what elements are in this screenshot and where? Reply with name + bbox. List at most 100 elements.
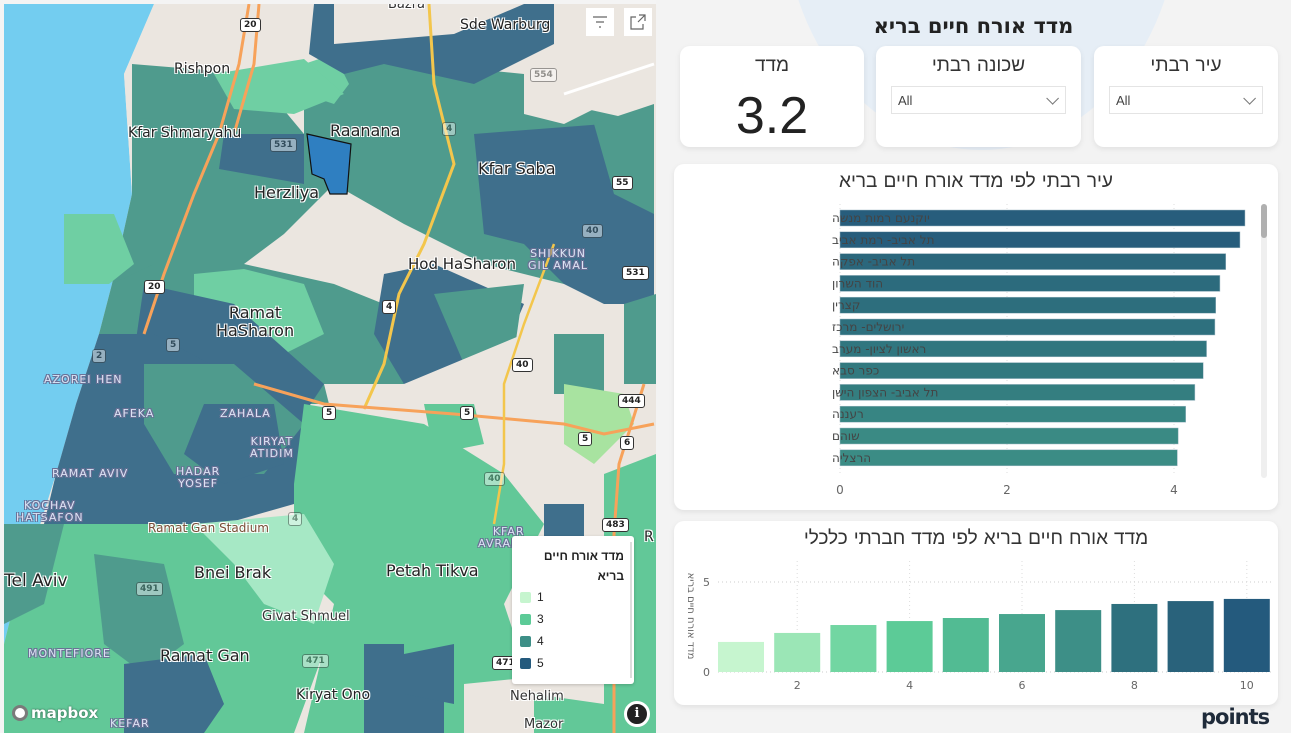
region-level-3[interactable] xyxy=(294,404,544,614)
legend-item[interactable]: 3 xyxy=(520,608,626,630)
selected-region[interactable] xyxy=(306,133,352,195)
map-label-ramat-aviv: RAMAT AVIV xyxy=(52,467,129,480)
road-shield: 444 xyxy=(618,394,645,408)
map-label-sde-warburg: Sde Warburg xyxy=(460,17,551,33)
road-shield: 6 xyxy=(620,436,635,450)
road-shield: 471 xyxy=(302,654,329,668)
bar xyxy=(1055,610,1102,672)
bar xyxy=(839,253,1227,270)
legend-item[interactable]: 1 xyxy=(520,586,626,608)
map-label-kochav-hatsafon: KOCHAV HATSAFON xyxy=(16,499,84,525)
region-level-4[interactable] xyxy=(112,64,334,284)
legend-swatch xyxy=(520,613,531,625)
bar xyxy=(839,318,1216,336)
category-label: שוהם xyxy=(832,429,860,443)
neighborhood-dropdown[interactable]: All xyxy=(891,86,1066,114)
bar xyxy=(1111,603,1158,672)
category-label: תל אביב- אפקה xyxy=(832,255,915,269)
map-label-montefiore: MONTEFIORE xyxy=(28,647,111,660)
category-label: כפר סבא xyxy=(832,364,879,378)
city-dropdown[interactable]: All xyxy=(1109,86,1263,114)
road-shield: 40 xyxy=(582,224,603,238)
road-shield: 531 xyxy=(622,266,649,280)
road-shield: 55 xyxy=(612,176,633,190)
road-shield: 554 xyxy=(530,68,557,82)
legend-item-label: 4 xyxy=(537,634,544,648)
x-tick-label: 4 xyxy=(1170,483,1178,497)
socio-chart-title: מדד אורח חיים בריא לפי מדד חברתי כלכלי xyxy=(803,527,1149,549)
map-label-ramat-gan: Ramat Gan xyxy=(160,646,250,665)
map-label-shikkun-gil-amal: SHIKKUN GIL AMAL xyxy=(528,247,589,273)
map-label-mazor: Mazor xyxy=(524,717,564,732)
chevron-down-icon xyxy=(1046,91,1059,105)
mapbox-icon xyxy=(12,705,28,721)
road-shield: 491 xyxy=(136,582,163,596)
category-label: ראשון לציון- מערב xyxy=(832,342,926,356)
road-shield: 4 xyxy=(382,300,397,314)
bar xyxy=(718,641,764,672)
neighborhood-dropdown-value: All xyxy=(898,92,913,108)
map-label-bazra: Bazra xyxy=(388,4,426,12)
bar xyxy=(1167,601,1214,672)
region-level-5[interactable] xyxy=(134,284,324,414)
city-slicer-label: עיר רבתי xyxy=(1150,54,1222,76)
sea xyxy=(4,4,154,644)
x-tick-label: 10 xyxy=(1240,679,1254,692)
filter-button[interactable] xyxy=(586,8,614,36)
map-label-herzliya: Herzliya xyxy=(254,183,320,202)
category-label: רעננה xyxy=(832,407,864,421)
y-axis-label: מדד אורח חיים בריא xyxy=(685,573,696,660)
map-label-petah-tikva: Petah Tikva xyxy=(386,561,479,580)
map-base xyxy=(4,4,656,733)
bar xyxy=(839,231,1241,249)
legend-swatch xyxy=(520,591,531,603)
info-icon[interactable]: i xyxy=(624,701,650,727)
category-label: יוקנעם רמות מנשה xyxy=(832,211,930,225)
map-label-tel-aviv: Tel Aviv xyxy=(4,571,68,591)
bar xyxy=(839,449,1178,467)
legend-swatch xyxy=(520,635,531,647)
map-label-azorei-hen: AZOREI HEN xyxy=(44,373,123,386)
mapbox-logo[interactable]: mapbox xyxy=(12,704,98,722)
road-shield: 5 xyxy=(460,406,475,420)
region-level-1[interactable] xyxy=(194,514,334,624)
map-label-kefar: KEFAR xyxy=(110,717,150,730)
road-shield: 531 xyxy=(270,138,297,152)
category-label: תל אביב- הצפון הישן xyxy=(832,385,938,399)
road-shield: 4 xyxy=(442,122,457,136)
map-label-r: R xyxy=(644,529,654,545)
chevron-down-icon xyxy=(1243,91,1256,105)
map-label-kiryat-atidim: KIRYAT ATIDIM xyxy=(250,435,294,461)
city-slicer-card: עיר רבתי All xyxy=(1094,46,1278,147)
category-label: קצרין xyxy=(832,298,860,312)
x-tick-label: 2 xyxy=(794,679,801,692)
region-level-5[interactable] xyxy=(219,134,304,184)
bar xyxy=(1223,598,1270,672)
x-tick-label: 8 xyxy=(1131,679,1138,692)
city-bar-chart-card: עיר רבתי לפי מדד אורח חיים בריא 0 2 4 יוקנע… xyxy=(674,164,1278,510)
x-tick-label: 6 xyxy=(1019,679,1026,692)
bar xyxy=(839,296,1216,314)
choropleth-map[interactable]: Rishpon Kfar Shmaryahu Raanana Sde Warbu… xyxy=(4,4,656,733)
road-shield: 20 xyxy=(144,280,165,294)
map-label-hadar-yosef: HADAR YOSEF xyxy=(176,465,221,491)
legend-item[interactable]: 4 xyxy=(520,630,626,652)
chart-scrollbar-track[interactable] xyxy=(1261,204,1267,478)
map-label-raanana: Raanana xyxy=(330,121,401,140)
legend-item[interactable]: 5 xyxy=(520,652,626,674)
legend-scrollbar[interactable] xyxy=(630,542,632,678)
legend-item-label: 1 xyxy=(537,590,544,604)
points-logo: points xyxy=(1201,705,1270,729)
focus-mode-button[interactable] xyxy=(624,8,652,36)
kpi-label: מדד xyxy=(754,54,790,76)
chart-scrollbar-thumb[interactable] xyxy=(1261,204,1267,238)
page-title: מדד אורח חיים בריא xyxy=(873,14,1074,38)
map-label-givat-shmuel: Givat Shmuel xyxy=(262,609,350,624)
legend-swatch xyxy=(520,657,531,669)
bar xyxy=(839,209,1246,227)
category-label: הרצליה xyxy=(832,451,871,465)
legend-item-label: 3 xyxy=(537,612,544,626)
city-bar-chart: 0 2 4 יוקנעם רמות מנשה תל אביב- רמת אביב תל א… xyxy=(832,204,1246,497)
y-tick-label: 5 xyxy=(703,576,710,589)
legend-item-label: 5 xyxy=(537,656,544,670)
